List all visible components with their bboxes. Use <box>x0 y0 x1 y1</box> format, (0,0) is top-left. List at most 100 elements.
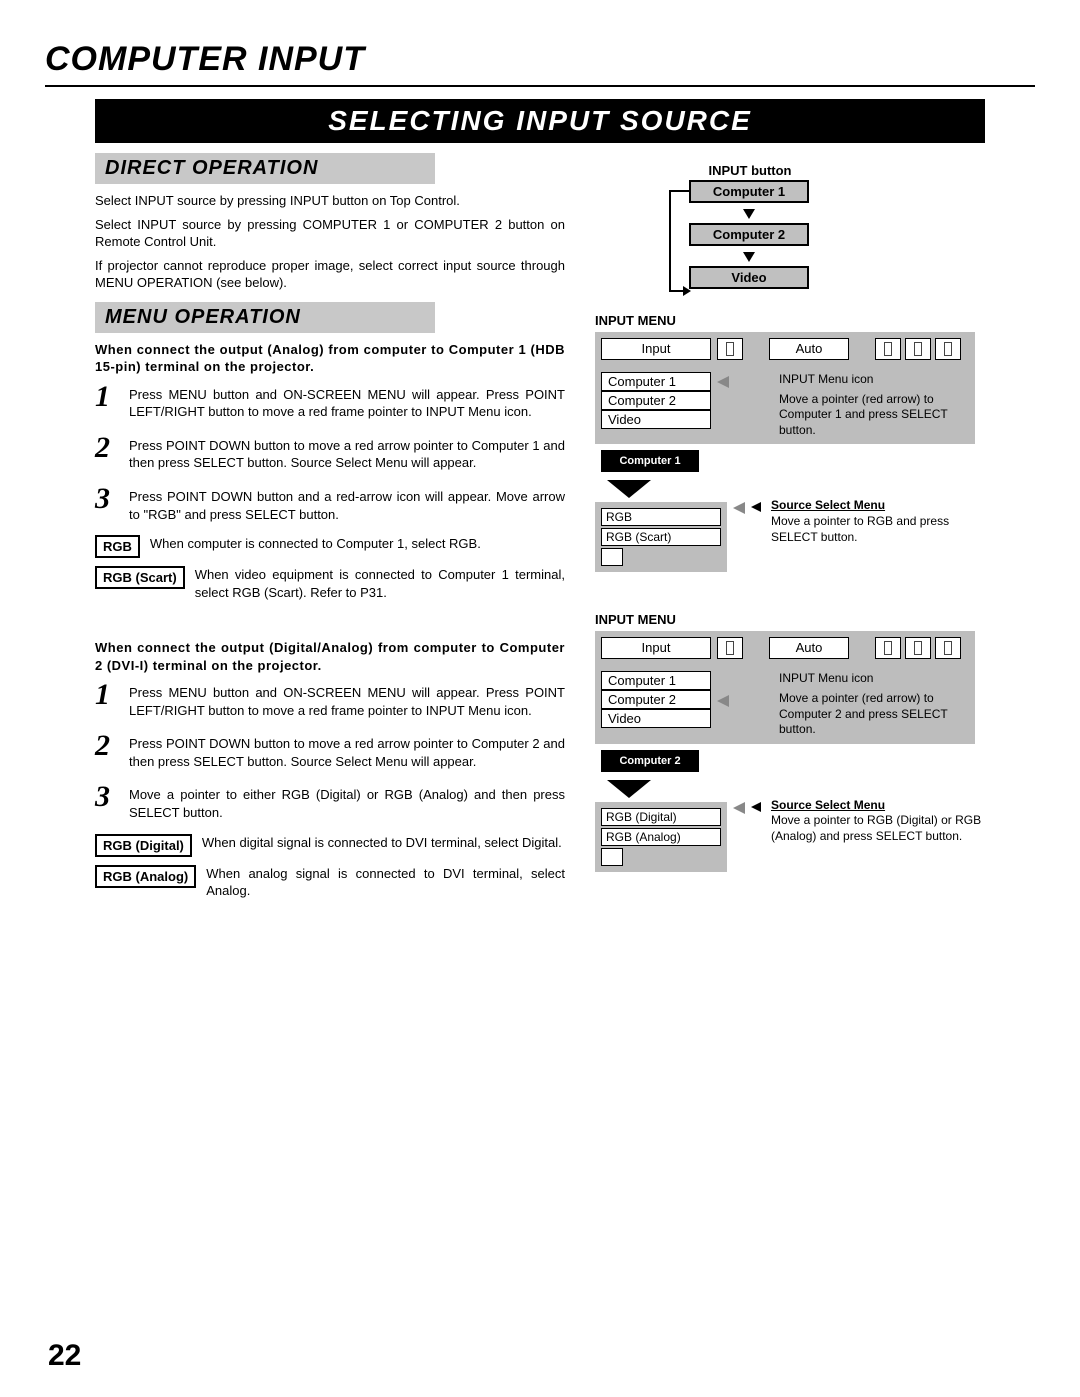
step-row: 2 Press POINT DOWN button to move a red … <box>95 433 565 472</box>
step-text: Press MENU button and ON-SCREEN MENU wil… <box>129 382 565 421</box>
arrow-left-icon <box>751 802 761 812</box>
pointer-arrow-icon <box>717 695 729 707</box>
pointer-arrow-icon <box>717 376 729 388</box>
step-row: 2 Press POINT DOWN button to move a red … <box>95 731 565 770</box>
option-label: RGB (Analog) <box>95 865 196 888</box>
menu-icon <box>717 637 743 659</box>
ib-video: Video <box>689 266 809 289</box>
left-column: DIRECT OPERATION Select INPUT source by … <box>95 143 585 908</box>
menu-icon <box>935 637 961 659</box>
menu-icon <box>875 338 901 360</box>
ib-computer2: Computer 2 <box>689 223 809 246</box>
option-desc: When computer is connected to Computer 1… <box>150 535 565 553</box>
option-label: RGB (Scart) <box>95 566 185 589</box>
menu-icon <box>905 637 931 659</box>
step-text: Press MENU button and ON-SCREEN MENU wil… <box>129 680 565 719</box>
annotation: INPUT Menu icon Move a pointer (red arro… <box>779 671 969 737</box>
menu-list: Computer 1 Computer 2 Video INPUT Menu i… <box>601 372 969 438</box>
step-row: 1 Press MENU button and ON-SCREEN MENU w… <box>95 680 565 719</box>
source-row: RGB RGB (Scart) Source Select Menu Move … <box>595 498 985 572</box>
option-label: RGB (Digital) <box>95 834 192 857</box>
sec1-intro: When connect the output (Analog) from co… <box>95 341 565 376</box>
step-num: 2 <box>95 731 129 770</box>
return-icon <box>601 548 623 566</box>
source-select-panel: RGB (Digital) RGB (Analog) <box>595 802 727 872</box>
source-item: RGB (Scart) <box>601 528 721 546</box>
step-text: Press POINT DOWN button to move a red ar… <box>129 731 565 770</box>
input-menu-panel: Input Auto Computer 1 Computer 2 Video <box>595 332 975 444</box>
page-title: COMPUTER INPUT <box>45 40 1035 79</box>
source-item: RGB (Analog) <box>601 828 721 846</box>
content: DIRECT OPERATION Select INPUT source by … <box>95 143 985 908</box>
menu-label: INPUT MENU <box>595 313 985 328</box>
menu-auto: Auto <box>769 338 849 360</box>
menu-input: Input <box>601 338 711 360</box>
option-row: RGB (Digital) When digital signal is con… <box>95 834 565 857</box>
menu-auto: Auto <box>769 637 849 659</box>
source-item: RGB (Digital) <box>601 808 721 826</box>
list-item: Computer 1 <box>601 671 711 690</box>
source-item: RGB <box>601 508 721 526</box>
menu-bar: Input Auto <box>601 338 969 360</box>
step-text: Press POINT DOWN button and a red-arrow … <box>129 484 565 523</box>
step-text: Press POINT DOWN button to move a red ar… <box>129 433 565 472</box>
arrow-down-icon <box>743 209 755 219</box>
flow-badge: Computer 1 <box>601 450 699 472</box>
menu-icon <box>875 637 901 659</box>
list-item: Computer 2 <box>601 391 711 410</box>
step-row: 3 Press POINT DOWN button and a red-arro… <box>95 484 565 523</box>
big-arrow-icon <box>607 780 651 798</box>
input-button-diagram: INPUT button Computer 1 Computer 2 Video <box>655 163 985 289</box>
big-arrow-icon <box>607 480 651 498</box>
step-num: 2 <box>95 433 129 472</box>
section-banner: SELECTING INPUT SOURCE <box>95 99 985 143</box>
direct-op-heading: DIRECT OPERATION <box>95 153 435 184</box>
hr <box>45 85 1035 87</box>
option-label: RGB <box>95 535 140 558</box>
direct-op-p2: Select INPUT source by pressing COMPUTER… <box>95 216 565 251</box>
list-item: Video <box>601 709 711 728</box>
source-row: RGB (Digital) RGB (Analog) Source Select… <box>595 798 985 872</box>
direct-op-p1: Select INPUT source by pressing INPUT bu… <box>95 192 565 210</box>
return-icon <box>601 848 623 866</box>
option-row: RGB When computer is connected to Comput… <box>95 535 565 558</box>
option-row: RGB (Analog) When analog signal is conne… <box>95 865 565 900</box>
option-desc: When video equipment is connected to Com… <box>195 566 565 601</box>
source-annotation: Source Select Menu Move a pointer to RGB… <box>771 498 985 545</box>
page-number: 22 <box>48 1339 81 1373</box>
list-item: Computer 2 <box>601 690 711 709</box>
list-item: Computer 1 <box>601 372 711 391</box>
step-num: 1 <box>95 382 129 421</box>
step-num: 3 <box>95 484 129 523</box>
sec2-intro: When connect the output (Digital/Analog)… <box>95 639 565 674</box>
direct-op-p3: If projector cannot reproduce proper ima… <box>95 257 565 292</box>
step-text: Move a pointer to either RGB (Digital) o… <box>129 782 565 821</box>
input-menu-panel: Input Auto Computer 1 Computer 2 Video <box>595 631 975 743</box>
step-row: 3 Move a pointer to either RGB (Digital)… <box>95 782 565 821</box>
source-annotation: Source Select Menu Move a pointer to RGB… <box>771 798 985 845</box>
option-row: RGB (Scart) When video equipment is conn… <box>95 566 565 601</box>
ib-computer1: Computer 1 <box>689 180 809 203</box>
step-num: 1 <box>95 680 129 719</box>
step-row: 1 Press MENU button and ON-SCREEN MENU w… <box>95 382 565 421</box>
pointer-arrow-icon <box>733 502 745 514</box>
menu-icon <box>717 338 743 360</box>
option-desc: When digital signal is connected to DVI … <box>202 834 565 852</box>
source-select-panel: RGB RGB (Scart) <box>595 502 727 572</box>
menu-label: INPUT MENU <box>595 612 985 627</box>
right-column: INPUT button Computer 1 Computer 2 Video… <box>585 143 985 908</box>
menu-list: Computer 1 Computer 2 Video INPUT Menu i… <box>601 671 969 737</box>
arrow-left-icon <box>751 502 761 512</box>
flow-badge: Computer 2 <box>601 750 699 772</box>
pointer-arrow-icon <box>733 802 745 814</box>
list-item: Video <box>601 410 711 429</box>
menu-op-heading: MENU OPERATION <box>95 302 435 333</box>
ib-title: INPUT button <box>685 163 815 178</box>
menu-input: Input <box>601 637 711 659</box>
menu-icon <box>935 338 961 360</box>
menu-bar: Input Auto <box>601 637 969 659</box>
annotation: INPUT Menu icon Move a pointer (red arro… <box>779 372 969 438</box>
option-desc: When analog signal is connected to DVI t… <box>206 865 565 900</box>
arrow-down-icon <box>743 252 755 262</box>
step-num: 3 <box>95 782 129 821</box>
